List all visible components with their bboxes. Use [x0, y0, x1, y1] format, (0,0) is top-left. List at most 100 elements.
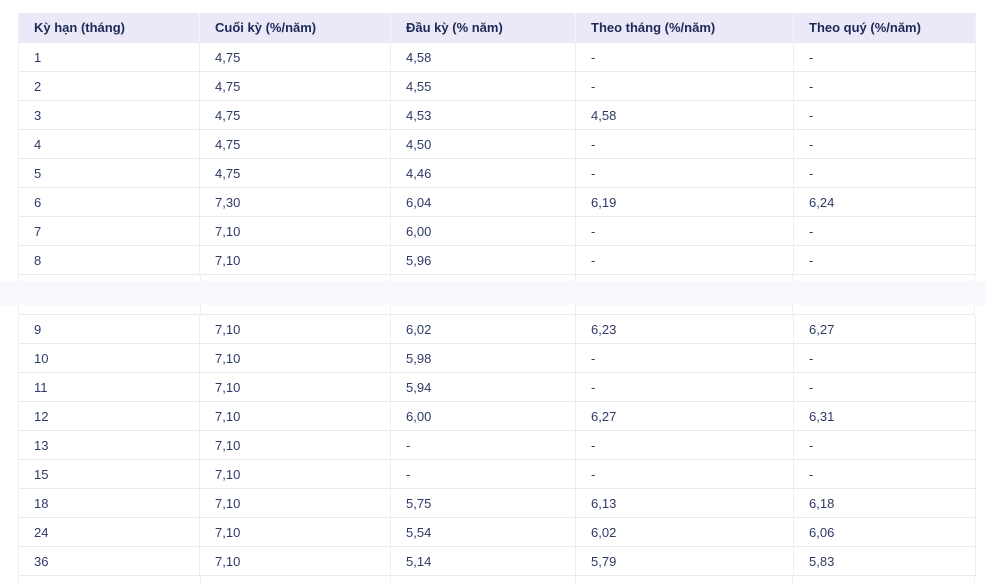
rate-cell: 6,02	[575, 517, 794, 547]
rate-cell: 6,23	[575, 315, 794, 344]
column-header: Theo quý (%/năm)	[793, 13, 976, 43]
table-row: 36 7,10 5,14 5,79 5,83	[18, 546, 976, 576]
term-cell: 9	[18, 315, 200, 344]
table-row: 10 7,10 5,98- -	[18, 343, 976, 373]
term-cell: 1	[18, 42, 200, 72]
rate-cell: 4,75	[199, 158, 391, 188]
rate-cell: -	[793, 129, 976, 159]
rate-cell: -	[575, 129, 794, 159]
table-row: 7 7,10 6,00- -	[18, 216, 976, 246]
rate-cell: 7,10	[199, 546, 391, 576]
rate-cell: 6,00	[390, 216, 576, 246]
rate-cell: 7,10	[199, 245, 391, 275]
rate-cell: -	[793, 216, 976, 246]
clipped-row-partial	[18, 576, 975, 583]
term-cell: 5	[18, 158, 200, 188]
table-row: 2 4,75 4,55- -	[18, 71, 976, 101]
rate-cell: 4,58	[575, 100, 794, 130]
rate-cell: 5,98	[390, 343, 576, 373]
rate-cell: 4,55	[390, 71, 576, 101]
deposit-rates-table-lower: 9 7,10 6,02 6,23 6,27 10 7,10 5,98- -11 7,10 5,94-…	[18, 315, 976, 576]
term-cell: 10	[18, 343, 200, 373]
column-header: Kỳ hạn (tháng)	[18, 13, 200, 43]
rate-cell: -	[390, 459, 576, 489]
term-cell: 8	[18, 245, 200, 275]
rate-cell: 5,79	[575, 546, 794, 576]
table-row: 5 4,75 4,46- -	[18, 158, 976, 188]
rate-cell: 5,94	[390, 372, 576, 402]
rate-cell: 7,10	[199, 343, 391, 373]
term-cell: 7	[18, 216, 200, 246]
rate-cell: -	[575, 42, 794, 72]
rate-cell: 5,75	[390, 488, 576, 518]
rate-cell: 6,24	[793, 187, 976, 217]
rate-cell: 4,58	[390, 42, 576, 72]
table-row: 11 7,10 5,94- -	[18, 372, 976, 402]
rate-cell: 6,00	[390, 401, 576, 431]
rate-cell: 5,54	[390, 517, 576, 547]
rate-cell: 7,10	[199, 459, 391, 489]
rate-cell: -	[793, 459, 976, 489]
empty-cell	[574, 576, 793, 583]
empty-cell	[19, 275, 200, 281]
rate-cell: 6,18	[793, 488, 976, 518]
empty-cell	[199, 305, 391, 314]
table-row: 8 7,10 5,96- -	[18, 245, 976, 275]
rate-cell: 7,30	[199, 187, 391, 217]
rate-cell: -	[575, 459, 794, 489]
rate-cell: 4,75	[199, 100, 391, 130]
rate-cell: 6,27	[575, 401, 794, 431]
empty-cell	[19, 305, 200, 314]
rate-cell: -	[793, 245, 976, 275]
rate-cell: -	[793, 372, 976, 402]
term-cell: 24	[18, 517, 200, 547]
rate-cell: -	[575, 71, 794, 101]
rate-cell: 7,10	[199, 216, 391, 246]
clipped-row-partial	[18, 275, 975, 281]
term-cell: 15	[18, 459, 200, 489]
rate-cell: 6,19	[575, 187, 794, 217]
empty-cell	[19, 576, 200, 583]
rate-cell: 7,10	[199, 517, 391, 547]
rate-cell: -	[793, 100, 976, 130]
term-cell: 36	[18, 546, 200, 576]
rate-cell: 6,02	[390, 315, 576, 344]
empty-cell	[792, 305, 974, 314]
term-cell: 18	[18, 488, 200, 518]
rate-cell: 4,75	[199, 129, 391, 159]
term-cell: 2	[18, 71, 200, 101]
term-cell: 6	[18, 187, 200, 217]
rate-cell: -	[575, 343, 794, 373]
column-header: Đầu kỳ (% năm)	[390, 13, 576, 43]
rate-cell: 4,50	[390, 129, 576, 159]
column-header: Cuối kỳ (%/năm)	[199, 13, 391, 43]
section-gap	[0, 281, 985, 305]
rate-cell: -	[793, 158, 976, 188]
rate-cell: -	[793, 343, 976, 373]
empty-cell	[390, 576, 575, 583]
empty-cell	[792, 275, 974, 281]
empty-cell	[390, 275, 575, 281]
table-row: 4 4,75 4,50- -	[18, 129, 976, 159]
column-header: Theo tháng (%/năm)	[575, 13, 794, 43]
empty-cell	[199, 576, 391, 583]
empty-cell	[792, 576, 974, 583]
table-header-row: Kỳ hạn (tháng) Cuối kỳ (%/năm) Đầu kỳ (% n…	[18, 13, 976, 43]
term-cell: 13	[18, 430, 200, 460]
term-cell: 11	[18, 372, 200, 402]
rate-cell: 7,10	[199, 315, 391, 344]
rate-cell: 4,53	[390, 100, 576, 130]
term-cell: 12	[18, 401, 200, 431]
rate-cell: -	[575, 158, 794, 188]
table-row: 1 4,75 4,58- -	[18, 42, 976, 72]
rate-cell: 7,10	[199, 401, 391, 431]
empty-cell	[390, 305, 575, 314]
rate-cell: 6,06	[793, 517, 976, 547]
clipped-row-partial	[18, 305, 975, 315]
table-header: Kỳ hạn (tháng) Cuối kỳ (%/năm) Đầu kỳ (% n…	[18, 13, 976, 43]
rate-cell: 6,27	[793, 315, 976, 344]
rate-cell: 7,10	[199, 372, 391, 402]
table-row: 12 7,10 6,00 6,27 6,31	[18, 401, 976, 431]
rate-cell: -	[793, 42, 976, 72]
empty-cell	[199, 275, 391, 281]
